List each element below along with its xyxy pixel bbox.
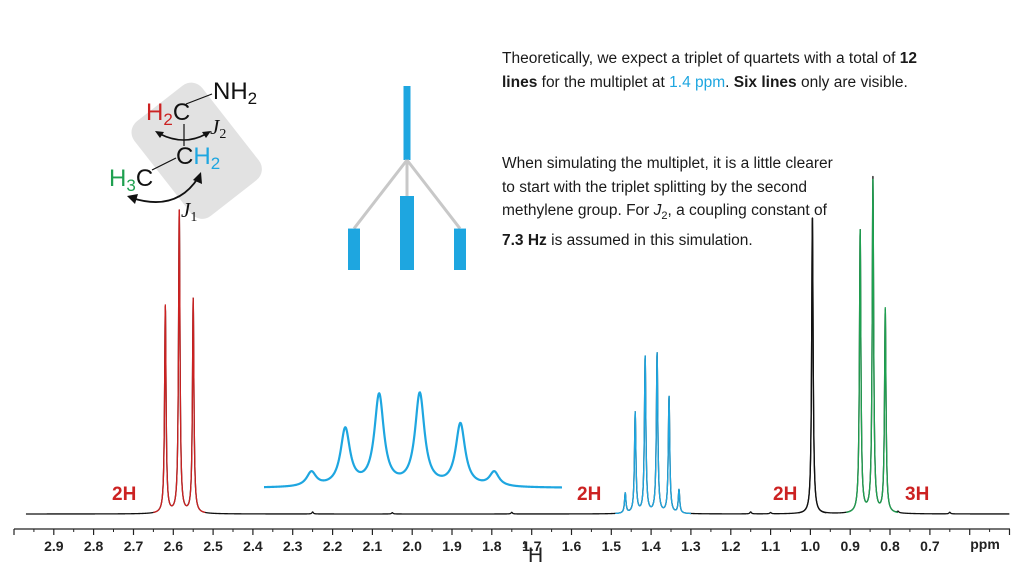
axis-tick-label: 0.8: [880, 538, 900, 554]
expansion-trace: [263, 391, 563, 489]
splitting-tree: [348, 86, 466, 270]
multiplet-trace-2: [614, 352, 692, 515]
p2-part-c: is assumed in this simulation.: [546, 231, 753, 249]
j1-sub: 1: [190, 210, 198, 225]
molecule-highlight-box: [131, 82, 262, 219]
p1-line-count: 12 lines: [502, 50, 917, 91]
h3c-sub: 3: [126, 176, 136, 195]
ch2-group: CH2: [176, 145, 220, 176]
axis-tick-label: 1.3: [681, 538, 701, 554]
j1-arrow: [131, 177, 199, 203]
axis-tick-label: 1.0: [801, 538, 821, 554]
axis-tick-label: 1.1: [761, 538, 781, 554]
h2c-group: H2C: [146, 101, 190, 132]
axis-tick-label: 2.0: [402, 538, 422, 554]
axis-tick-label: 2.1: [363, 538, 383, 554]
explanation-paragraph-2: When simulating the multiplet, it is a l…: [502, 152, 842, 252]
p2-part-a: When simulating the multiplet, it is a l…: [502, 155, 833, 219]
multiplet-trace-4: [845, 178, 899, 514]
molecule-bonds: [127, 93, 213, 204]
axis-nucleus-symbol: H: [528, 544, 543, 567]
j1-arrowhead-right: [193, 172, 202, 184]
axis-tick-label: 2.4: [243, 538, 263, 554]
j1-letter: J: [181, 198, 191, 222]
multiplet-trace-3: [797, 217, 827, 514]
j2-letter: J: [210, 115, 220, 139]
axis-tick-label: 2.6: [164, 538, 184, 554]
tree-parent-line: [403, 86, 411, 160]
axis-tick-label: 1.2: [721, 538, 741, 554]
p2-j: J: [653, 202, 662, 219]
h3c-group: H3C: [109, 167, 153, 198]
h3c-c: C: [135, 165, 154, 192]
j1-arrowhead-left: [127, 194, 138, 204]
axis-nucleus-mass: 1: [522, 540, 528, 551]
h2c-c: C: [172, 99, 191, 126]
axis-tick-label: 2.8: [84, 538, 104, 554]
tree-child-line: [400, 196, 414, 270]
bond-c-c-lower: [151, 157, 177, 171]
ppm-axis: 2.9 2.8 2.7 2.6 2.5 2.4 2.3 2.2 2.1 2.0 1.9 1.8 1.7 1…: [13, 528, 1011, 567]
axis-tick-label: 2.2: [323, 538, 343, 554]
axis-tick-label: 1.9: [442, 538, 462, 554]
axis-tick-label: 2.7: [124, 538, 144, 554]
expanded-multiplet: [263, 391, 563, 489]
nh-sub: 2: [247, 89, 258, 108]
tree-branch: [405, 159, 462, 230]
j1-label: J1: [181, 198, 197, 226]
integral-label-1: 2H: [112, 484, 137, 505]
p1-part-a: Theoretically, we expect a triplet of qu…: [502, 50, 900, 67]
p1-part-d: only are visible.: [796, 73, 908, 91]
tree-child-line: [454, 228, 466, 270]
j2-sub: 2: [219, 127, 227, 142]
p1-part-c: .: [725, 73, 734, 91]
p1-six-lines: Six lines: [733, 73, 797, 91]
p1-part-b: for the multiplet at: [537, 73, 670, 91]
axis-tick-label: 0.9: [840, 538, 860, 554]
axis-tick-label: 1.5: [602, 538, 622, 554]
p2-part-b: , a coupling constant of: [667, 202, 827, 219]
h3c-h: H: [109, 165, 127, 192]
ch2-sub: 2: [210, 154, 221, 173]
molecule-highlight: [131, 82, 262, 219]
tree-branch: [352, 159, 409, 230]
axis-tick-label: 0.7: [920, 538, 940, 554]
axis-tick-label: 1.6: [562, 538, 582, 554]
integral-label-3: 2H: [773, 484, 798, 505]
bond-c-n: [185, 93, 213, 105]
axis-unit-label: ppm: [970, 536, 1000, 552]
axis-tick-label: 2.3: [283, 538, 303, 554]
multiplet-trace-1: [152, 209, 206, 514]
p2-j-sub: 2: [661, 210, 668, 223]
spectrum-traces: [25, 175, 1010, 515]
integral-label-2: 2H: [577, 484, 602, 505]
tree-child-line: [348, 228, 360, 270]
nh-text: NH: [213, 78, 248, 105]
j2-arrow: [159, 133, 207, 141]
h2c-sub: 2: [163, 110, 173, 129]
axis-tick-label: 2.9: [44, 538, 64, 554]
axis-tick-label: 1.8: [482, 538, 502, 554]
explanation-paragraph-1: Theoretically, we expect a triplet of qu…: [502, 47, 942, 94]
p1-ppm: 1.4 ppm: [669, 73, 726, 91]
integral-label-4: 3H: [905, 484, 930, 505]
h2c-h: H: [146, 99, 164, 126]
nh2-group: NH2: [213, 80, 257, 111]
ch2-h: H: [193, 143, 211, 170]
j2-arrowhead-right: [202, 131, 211, 138]
axis-tick-label: 2.5: [203, 538, 223, 554]
ch2-c: C: [176, 143, 194, 170]
p2-hz: 7.3 Hz: [502, 231, 547, 249]
axis-tick-label: 1.4: [641, 538, 661, 554]
j2-label: J2: [210, 115, 226, 143]
j2-arrowhead-left: [155, 131, 164, 138]
axis-tick-label: 1.7: [522, 538, 542, 554]
